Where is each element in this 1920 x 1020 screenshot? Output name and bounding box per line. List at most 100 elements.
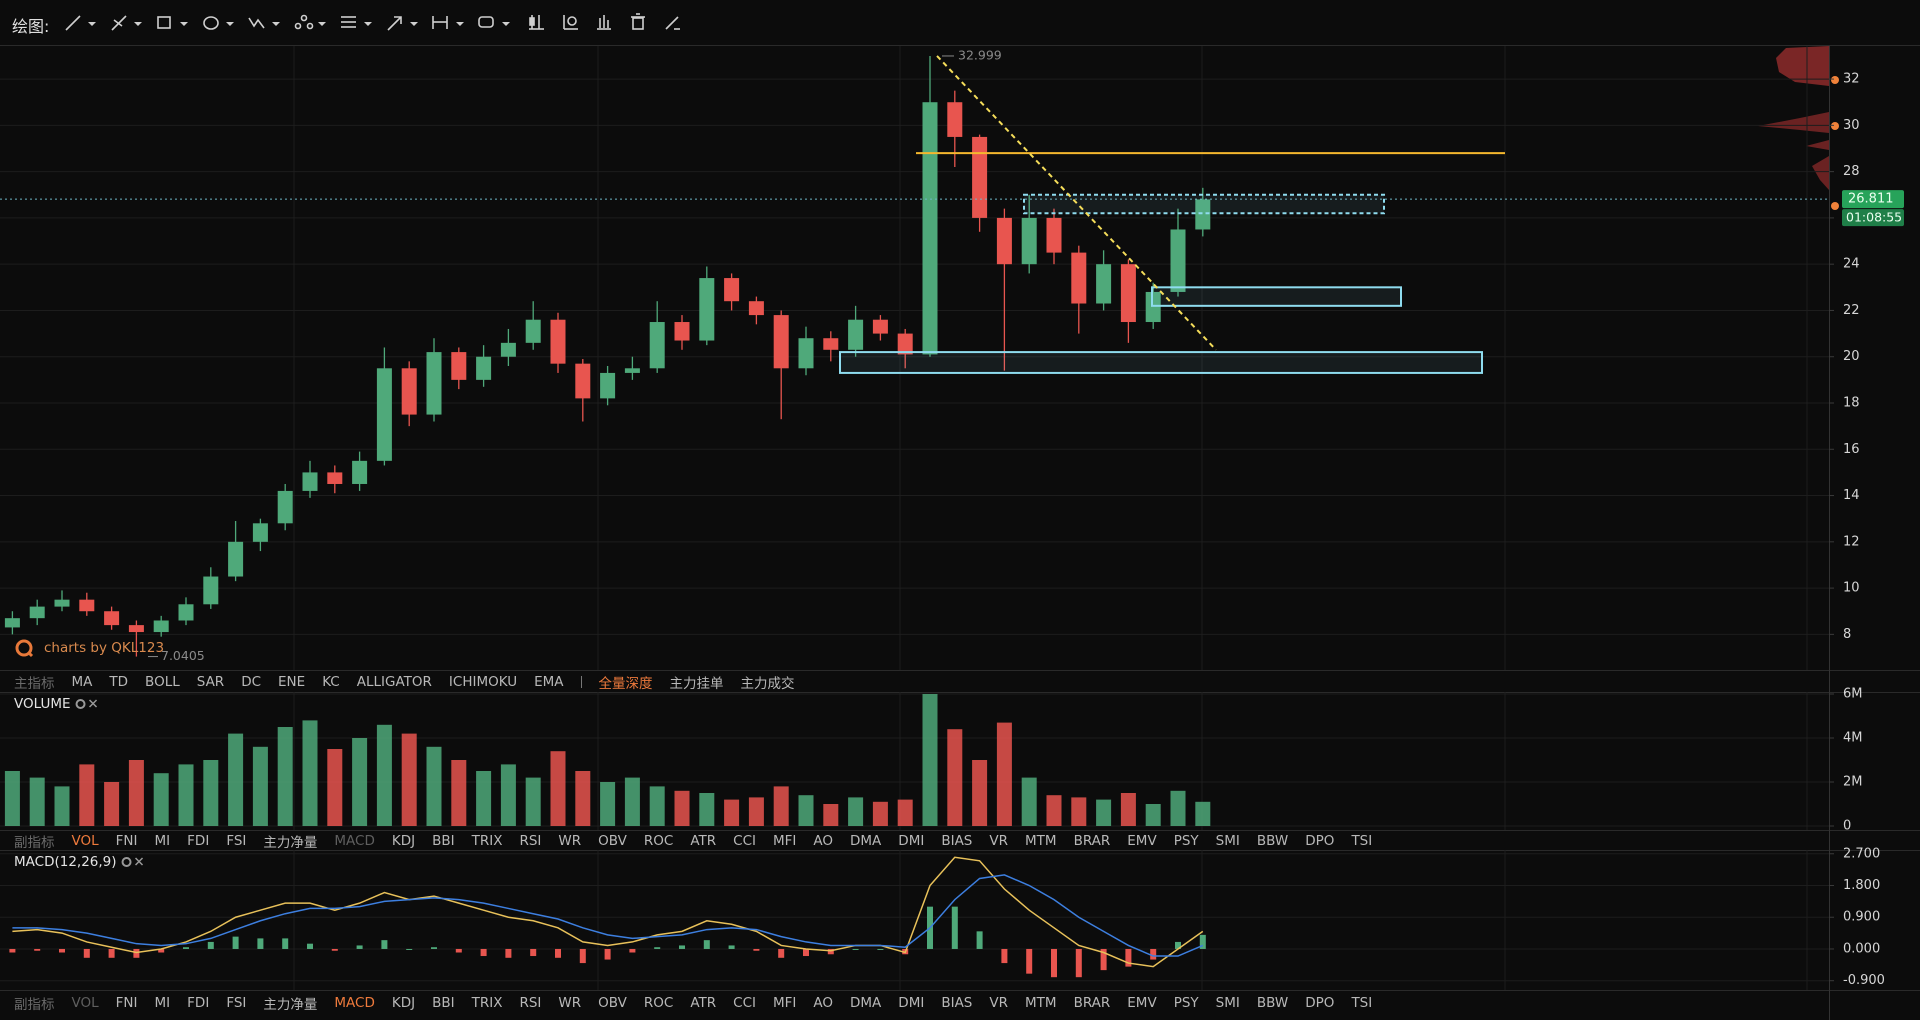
indicator-tab[interactable]: BIAS <box>941 995 973 1011</box>
tool-delete[interactable] <box>631 13 645 30</box>
indicator-tab[interactable]: BBI <box>432 832 455 849</box>
settings-icon[interactable] <box>121 857 132 867</box>
indicator-tab[interactable]: OBV <box>598 832 627 849</box>
indicator-tab[interactable]: EMV <box>1127 832 1157 849</box>
indicator-tab[interactable]: ROC <box>643 832 674 849</box>
indicator-tab[interactable]: TSI <box>1351 995 1373 1011</box>
indicator-tab[interactable]: CCI <box>733 832 756 849</box>
indicator-tab[interactable]: VR <box>989 832 1009 849</box>
indicator-tab[interactable]: AO <box>813 995 834 1011</box>
indicator-tab[interactable]: DC <box>241 673 262 690</box>
indicator-tab[interactable]: KC <box>322 673 340 690</box>
indicator-tab[interactable]: MI <box>154 995 171 1011</box>
indicator-tab[interactable]: MACD <box>334 995 375 1011</box>
indicator-tab[interactable]: KDJ <box>391 995 416 1011</box>
indicator-tab[interactable]: BBW <box>1256 995 1289 1011</box>
indicator-tab[interactable]: DMI <box>898 832 925 849</box>
indicator-tab[interactable]: ENE <box>278 673 306 690</box>
indicator-tab[interactable]: KDJ <box>391 832 416 849</box>
indicator-tab[interactable]: MFI <box>772 995 797 1011</box>
indicator-tab[interactable]: DPO <box>1305 995 1335 1011</box>
tool-wave[interactable] <box>248 17 280 29</box>
indicator-tab[interactable]: MA <box>71 673 93 690</box>
indicator-tab[interactable]: OBV <box>598 995 627 1011</box>
indicator-tab[interactable]: MACD <box>334 832 375 849</box>
depth-tab[interactable]: 主力成交 <box>740 675 795 692</box>
close-icon[interactable] <box>89 699 98 708</box>
macd-histogram-bar <box>406 948 413 950</box>
tool-ray[interactable] <box>111 15 142 31</box>
indicator-tab[interactable]: SMI <box>1215 832 1240 849</box>
indicator-tab[interactable]: FNI <box>115 832 138 849</box>
indicator-tab[interactable]: BBW <box>1256 832 1289 849</box>
indicator-tab[interactable]: MTM <box>1025 832 1057 849</box>
indicator-tab[interactable]: AO <box>813 832 834 849</box>
tool-fib[interactable] <box>341 16 372 28</box>
tool-pen[interactable] <box>665 16 680 30</box>
indicator-tab[interactable]: TRIX <box>471 832 503 849</box>
tool-measure[interactable] <box>432 16 464 29</box>
macd-histogram-bar <box>83 948 90 958</box>
indicator-tab[interactable]: RSI <box>519 995 542 1011</box>
indicator-tab[interactable]: DPO <box>1305 832 1335 849</box>
indicator-tab[interactable]: SAR <box>196 673 225 690</box>
indicator-tab[interactable]: EMA <box>534 673 564 690</box>
tool-arrow[interactable] <box>387 16 418 31</box>
indicator-tab[interactable]: 主力净量 <box>263 997 318 1013</box>
indicator-tab[interactable]: EMV <box>1127 995 1157 1011</box>
indicator-tab[interactable]: BRAR <box>1073 832 1111 849</box>
macd-histogram-bar <box>183 947 189 949</box>
indicator-tab[interactable]: DMI <box>898 995 925 1011</box>
indicator-tab[interactable]: ROC <box>643 995 674 1011</box>
indicator-tab[interactable]: MFI <box>772 832 797 849</box>
indicator-tab[interactable]: ATR <box>690 832 717 849</box>
tool-rect[interactable] <box>157 16 188 29</box>
indicator-tab[interactable]: WR <box>558 995 582 1011</box>
tool-bars[interactable] <box>597 15 611 30</box>
tool-chart[interactable] <box>563 15 578 30</box>
depth-tab[interactable]: 主力挂单 <box>669 675 724 692</box>
indicator-tab[interactable]: VOL <box>71 832 99 849</box>
indicator-tab[interactable]: BRAR <box>1073 995 1111 1011</box>
tab-separator <box>580 675 582 688</box>
indicator-tab[interactable]: SMI <box>1215 995 1240 1011</box>
close-icon[interactable] <box>135 857 144 866</box>
indicator-tab[interactable]: TD <box>109 673 129 690</box>
indicator-tab[interactable]: RSI <box>519 832 542 849</box>
indicator-tab[interactable]: MTM <box>1025 995 1057 1011</box>
indicator-tab[interactable]: CCI <box>733 995 756 1011</box>
volume-bar <box>252 746 268 826</box>
macd-histogram-bar <box>9 948 16 953</box>
indicator-tab[interactable]: BBI <box>432 995 455 1011</box>
indicator-tab[interactable]: WR <box>558 832 582 849</box>
indicator-tab[interactable]: FDI <box>187 832 210 849</box>
indicator-tab[interactable]: PSY <box>1173 832 1199 849</box>
indicator-tab[interactable]: FDI <box>187 995 210 1011</box>
indicator-tab[interactable]: TSI <box>1351 832 1373 849</box>
settings-icon[interactable] <box>75 699 86 709</box>
indicator-tab[interactable]: VR <box>989 995 1009 1011</box>
indicator-tab[interactable]: TRIX <box>471 995 503 1011</box>
indicator-tab[interactable]: FSI <box>226 832 247 849</box>
indicator-tab[interactable]: MI <box>154 832 171 849</box>
tool-pattern[interactable] <box>294 14 327 30</box>
macd-histogram-bar <box>827 948 834 955</box>
indicator-tab[interactable]: 主力净量 <box>263 834 318 851</box>
indicator-tab[interactable]: PSY <box>1173 995 1199 1011</box>
depth-tab[interactable]: 全量深度 <box>598 675 653 692</box>
indicator-tab[interactable]: FSI <box>226 995 247 1011</box>
indicator-tab[interactable]: ICHIMOKU <box>448 673 518 690</box>
tool-candle[interactable] <box>529 15 544 30</box>
indicator-tab[interactable]: ALLIGATOR <box>356 673 432 690</box>
indicator-tab[interactable]: BOLL <box>145 673 180 690</box>
indicator-tab[interactable]: ATR <box>690 995 717 1011</box>
indicator-tab[interactable]: DMA <box>850 995 882 1011</box>
tool-note[interactable] <box>478 16 510 28</box>
volume-bar <box>228 733 244 826</box>
tool-ellipse[interactable] <box>203 16 234 30</box>
indicator-tab[interactable]: BIAS <box>941 832 973 849</box>
indicator-tab[interactable]: DMA <box>850 832 882 849</box>
tool-line[interactable] <box>65 15 96 31</box>
indicator-tab[interactable]: VOL <box>71 995 99 1011</box>
indicator-tab[interactable]: FNI <box>115 995 138 1011</box>
